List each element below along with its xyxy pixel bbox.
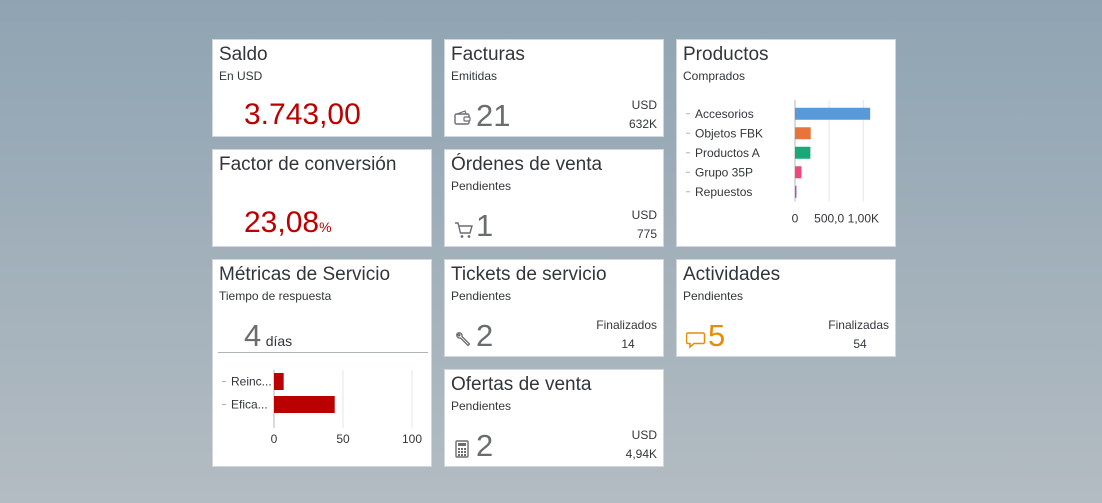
tile-subtitle: Pendientes <box>451 179 512 193</box>
x-tick-label: 1,00K <box>848 212 879 226</box>
kpi-value-wrap: 23,08% <box>244 206 332 240</box>
kpi-side-value: 54 <box>853 337 867 351</box>
kpi-value: 2 <box>476 318 494 353</box>
kpi-side-value: 775 <box>636 227 657 241</box>
divider <box>218 352 428 353</box>
tile-facturas[interactable]: Facturas Emitidas 21 USD 632K <box>444 39 664 137</box>
kpi-side-unit: USD <box>631 428 657 442</box>
kpi-value: 1 <box>476 208 494 243</box>
tile-title: Métricas de Servicio <box>219 264 391 285</box>
tile-ordenes-venta[interactable]: Órdenes de venta Pendientes 1 USD 775 <box>444 149 664 247</box>
tile-subtitle: En USD <box>219 69 263 83</box>
kpi-value: 3.743,00 <box>244 98 361 131</box>
kpi-side-unit: USD <box>631 208 657 222</box>
tile-subtitle: Emitidas <box>451 69 498 83</box>
kpi-value: 23,08 <box>244 206 320 239</box>
bar <box>795 166 802 179</box>
tile-title: Factor de conversión <box>219 154 397 175</box>
kpi-value: 21 <box>476 98 511 133</box>
tile-title: Facturas <box>451 44 525 65</box>
category-label: Grupo 35P <box>695 165 753 179</box>
productos-bar-chart: Accesorios Objetos FBK Productos A Grupo 35… <box>686 100 879 226</box>
kpi-side-label: Finalizadas <box>828 318 889 332</box>
wallet-icon <box>454 110 472 131</box>
tile-title: Actividades <box>683 264 781 285</box>
bar <box>274 373 284 390</box>
tile-ofertas-venta[interactable]: Ofertas de venta Pendientes 2 USD 4,94K <box>444 369 664 467</box>
tile-title: Ofertas de venta <box>451 374 592 395</box>
kpi-value-wrap: 4 días <box>244 318 292 354</box>
kpi-unit: días <box>265 333 293 349</box>
category-label: Accesorios <box>695 107 754 121</box>
tile-title: Saldo <box>219 44 268 65</box>
tile-saldo[interactable]: Saldo En USD 3.743,00 <box>212 39 432 137</box>
tile-productos[interactable]: Productos Comprados Accesorios Objetos FB… <box>676 39 896 247</box>
tile-subtitle: Pendientes <box>451 399 512 413</box>
calculator-icon <box>455 440 469 463</box>
x-tick-label: 0 <box>271 432 278 446</box>
kpi-side-value: 632K <box>628 117 657 131</box>
tile-subtitle: Pendientes <box>683 289 744 303</box>
kpi-value: 2 <box>476 428 494 463</box>
kpi-side-value: 4,94K <box>625 447 657 461</box>
kpi-side-unit: USD <box>631 98 657 112</box>
kpi-unit: % <box>319 219 332 235</box>
cart-icon <box>454 221 474 244</box>
tile-tickets-servicio[interactable]: Tickets de servicio Pendientes 2 Finaliz… <box>444 259 664 357</box>
metricas-bar-chart: Reinc... Efica... 0 50 100 <box>222 370 422 446</box>
tile-subtitle: Tiempo de respuesta <box>219 289 332 303</box>
bar <box>795 127 811 140</box>
bar <box>795 107 871 120</box>
bar <box>274 396 335 413</box>
category-label: Reinc... <box>231 375 272 389</box>
chat-icon <box>685 331 706 354</box>
kpi-value: 5 <box>708 318 726 353</box>
kpi-value: 4 <box>244 318 262 353</box>
tile-metricas-servicio[interactable]: Métricas de Servicio Tiempo de respuesta… <box>212 259 432 467</box>
x-tick-label: 100 <box>402 432 422 446</box>
tile-title: Tickets de servicio <box>451 264 607 285</box>
x-tick-label: 50 <box>336 432 350 446</box>
kpi-side-label: Finalizados <box>596 318 657 332</box>
tile-subtitle: Comprados <box>683 69 746 83</box>
bar <box>795 185 797 198</box>
wrench-icon <box>454 331 472 354</box>
kpi-side-value: 14 <box>621 337 635 351</box>
tile-actividades[interactable]: Actividades Pendientes 5 Finalizadas 54 <box>676 259 896 357</box>
x-tick-label: 0 <box>792 212 799 226</box>
tile-title: Órdenes de venta <box>451 154 603 175</box>
bar <box>795 146 811 159</box>
tile-title: Productos <box>683 44 769 65</box>
category-label: Objetos FBK <box>695 126 763 140</box>
x-tick-label: 500,0 <box>814 212 844 226</box>
tile-factor-conversion[interactable]: Factor de conversión 23,08% <box>212 149 432 247</box>
category-label: Repuestos <box>695 185 752 199</box>
category-label: Productos A <box>695 146 760 160</box>
category-label: Efica... <box>231 398 268 412</box>
tile-subtitle: Pendientes <box>451 289 512 303</box>
